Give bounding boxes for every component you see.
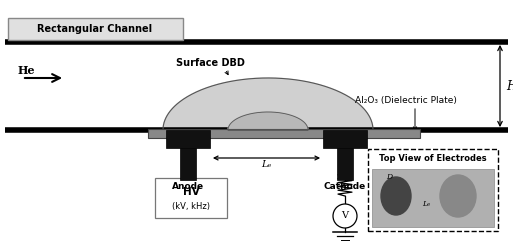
Bar xyxy=(148,129,420,138)
Text: Anode: Anode xyxy=(172,182,204,191)
Bar xyxy=(166,130,210,148)
FancyBboxPatch shape xyxy=(368,149,498,231)
Polygon shape xyxy=(228,112,308,130)
Text: H: H xyxy=(506,79,513,92)
Bar xyxy=(323,130,367,148)
Text: Lₑ: Lₑ xyxy=(262,160,271,169)
Bar xyxy=(372,169,494,227)
FancyBboxPatch shape xyxy=(8,18,183,40)
Text: Surface DBD: Surface DBD xyxy=(175,58,244,68)
Text: V: V xyxy=(342,212,348,220)
Text: (kV, kHz): (kV, kHz) xyxy=(172,202,210,211)
FancyBboxPatch shape xyxy=(155,178,227,218)
Text: Lₑ: Lₑ xyxy=(422,200,430,208)
Text: Al₂O₃ (Dielectric Plate): Al₂O₃ (Dielectric Plate) xyxy=(355,96,457,106)
Bar xyxy=(180,148,196,180)
Text: Top View of Electrodes: Top View of Electrodes xyxy=(379,154,487,163)
Text: Rectangular Channel: Rectangular Channel xyxy=(37,24,152,34)
Bar xyxy=(337,148,353,180)
Polygon shape xyxy=(163,78,373,130)
Text: HV: HV xyxy=(183,187,200,197)
Text: Cathode: Cathode xyxy=(324,182,366,191)
Ellipse shape xyxy=(381,177,411,215)
Circle shape xyxy=(333,204,357,228)
Ellipse shape xyxy=(440,175,476,217)
Text: D: D xyxy=(386,173,392,181)
Text: He: He xyxy=(18,65,35,77)
